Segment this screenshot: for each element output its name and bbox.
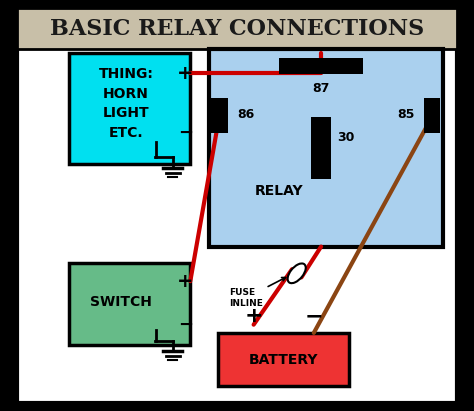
Text: +: +: [177, 272, 194, 291]
Bar: [69, 263, 190, 345]
Text: −: −: [178, 125, 193, 142]
Text: BATTERY: BATTERY: [249, 353, 319, 367]
Bar: [209, 49, 443, 247]
Text: −: −: [178, 316, 193, 334]
Text: 30: 30: [337, 131, 355, 144]
Text: BASIC RELAY CONNECTIONS: BASIC RELAY CONNECTIONS: [50, 18, 424, 40]
Text: −: −: [304, 307, 323, 326]
Text: THING:
HORN
LIGHT
ETC.: THING: HORN LIGHT ETC.: [99, 67, 154, 140]
Text: RELAY: RELAY: [255, 185, 303, 199]
Text: SWITCH: SWITCH: [90, 296, 152, 309]
Text: 86: 86: [237, 108, 254, 121]
Text: 87: 87: [312, 82, 330, 95]
Ellipse shape: [288, 263, 306, 283]
Bar: [211, 98, 228, 133]
Bar: [311, 117, 331, 179]
Bar: [18, 8, 456, 49]
Bar: [424, 98, 440, 133]
Text: 85: 85: [397, 108, 414, 121]
Bar: [69, 53, 190, 164]
Text: +: +: [177, 64, 194, 83]
Text: +: +: [244, 307, 263, 326]
Bar: [219, 333, 349, 386]
Bar: [279, 58, 363, 74]
Text: FUSE
INLINE: FUSE INLINE: [229, 277, 285, 308]
